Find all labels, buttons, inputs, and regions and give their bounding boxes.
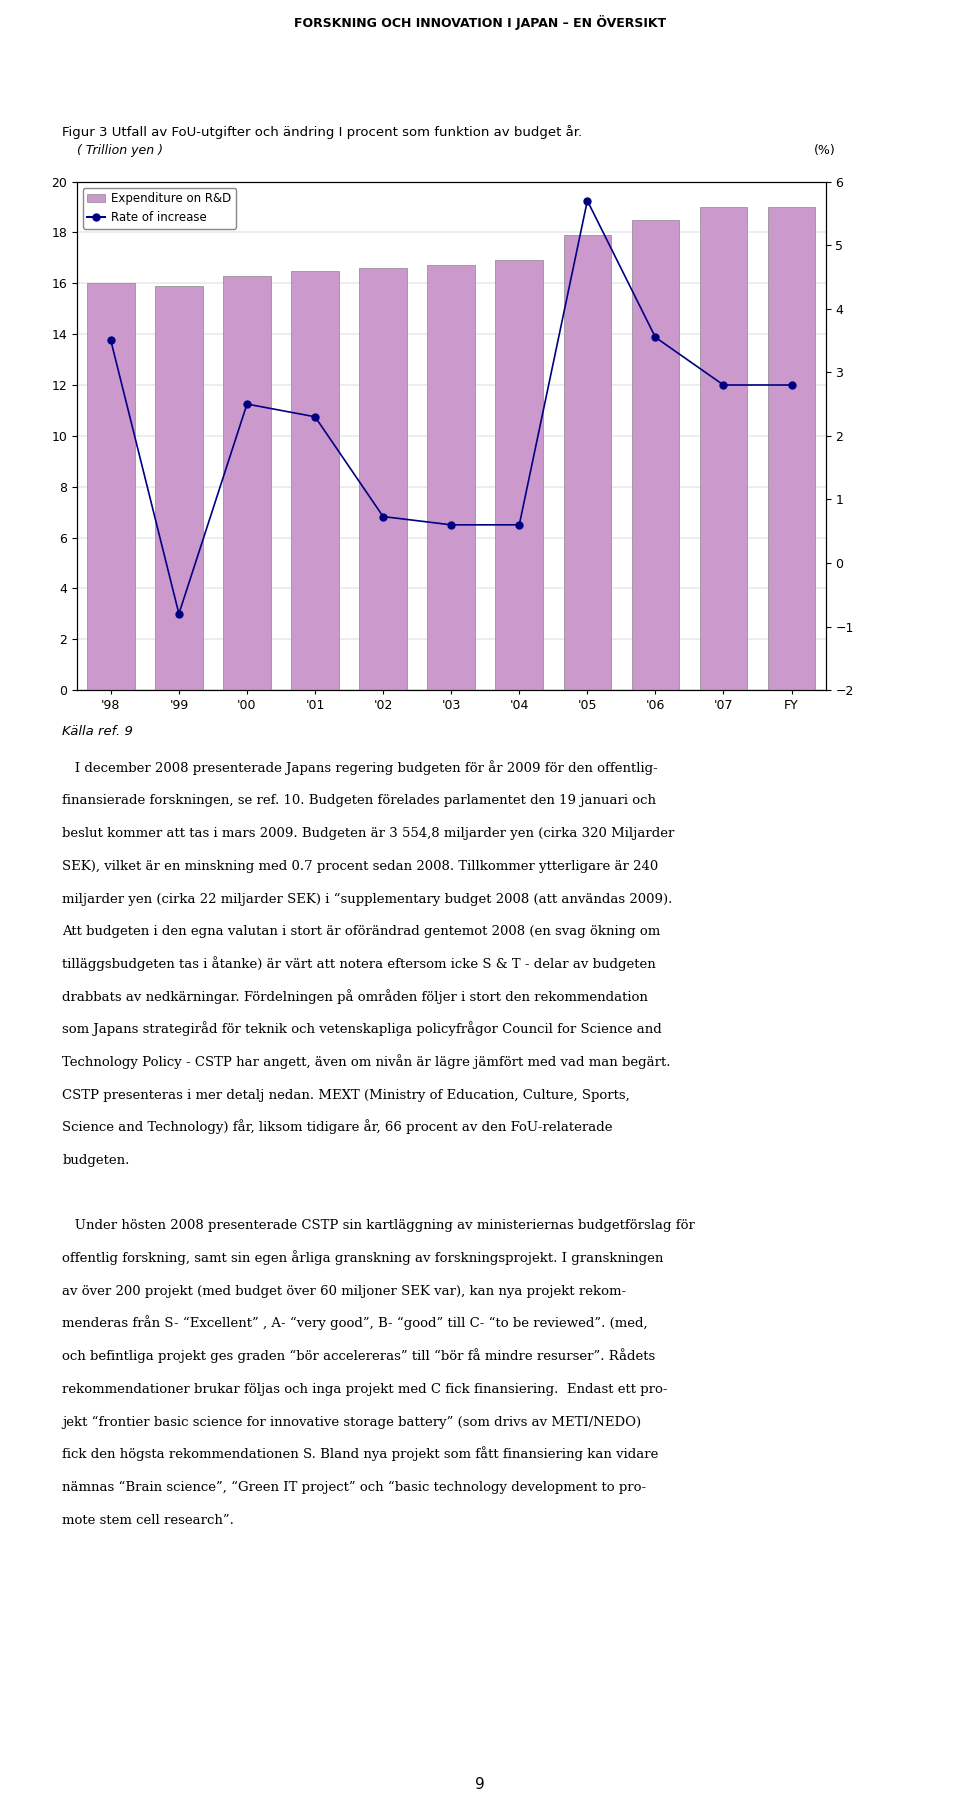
Bar <box>768 207 815 690</box>
Text: miljarder yen (cirka 22 miljarder SEK) i “supplementary budget 2008 (att använda: miljarder yen (cirka 22 miljarder SEK) i… <box>62 892 673 906</box>
Bar <box>564 234 612 690</box>
Text: Science and Technology) får, liksom tidigare år, 66 procent av den FoU-relaterad: Science and Technology) får, liksom tidi… <box>62 1119 612 1135</box>
Text: I december 2008 presenterade Japans regering budgeten för år 2009 för den offent: I december 2008 presenterade Japans rege… <box>62 759 659 775</box>
Legend: Expenditure on R&D, Rate of increase: Expenditure on R&D, Rate of increase <box>83 187 236 229</box>
Text: Källa ref. 9: Källa ref. 9 <box>62 725 133 739</box>
Text: (%): (%) <box>813 143 835 158</box>
Bar <box>632 220 680 690</box>
Text: 9: 9 <box>475 1776 485 1792</box>
Text: beslut kommer att tas i mars 2009. Budgeten är 3 554,8 miljarder yen (cirka 320 : beslut kommer att tas i mars 2009. Budge… <box>62 826 675 841</box>
Bar <box>87 283 134 690</box>
Text: Under hösten 2008 presenterade CSTP sin kartläggning av ministeriernas budgetför: Under hösten 2008 presenterade CSTP sin … <box>62 1219 695 1233</box>
Text: budgeten.: budgeten. <box>62 1153 130 1168</box>
Text: SEK), vilket är en minskning med 0.7 procent sedan 2008. Tillkommer ytterligare : SEK), vilket är en minskning med 0.7 pro… <box>62 859 659 873</box>
Bar <box>359 269 407 690</box>
Bar <box>156 285 203 690</box>
Text: Att budgeten i den egna valutan i stort är oförändrad gentemot 2008 (en svag ökn: Att budgeten i den egna valutan i stort … <box>62 924 660 939</box>
Text: offentlig forskning, samt sin egen årliga granskning av forskningsprojekt. I gra: offentlig forskning, samt sin egen årlig… <box>62 1249 663 1266</box>
Text: mote stem cell research”.: mote stem cell research”. <box>62 1513 234 1527</box>
Text: drabbats av nedkärningar. Fördelningen på områden följer i stort den rekommendat: drabbats av nedkärningar. Fördelningen p… <box>62 988 648 1004</box>
Text: Figur 3 Utfall av FoU-utgifter och ändring I procent som funktion av budget år.: Figur 3 Utfall av FoU-utgifter och ändri… <box>62 125 583 140</box>
Text: jekt “frontier basic science for innovative storage battery” (som drivs av METI/: jekt “frontier basic science for innovat… <box>62 1415 641 1429</box>
Bar <box>495 260 543 690</box>
Text: CSTP presenteras i mer detalj nedan. MEXT (Ministry of Education, Culture, Sport: CSTP presenteras i mer detalj nedan. MEX… <box>62 1088 630 1102</box>
Bar <box>700 207 747 690</box>
Text: som Japans strategiråd för teknik och vetenskapliga policyfrågor Council for Sci: som Japans strategiråd för teknik och ve… <box>62 1021 662 1037</box>
Text: fick den högsta rekommendationen S. Bland nya projekt som fått finansiering kan : fick den högsta rekommendationen S. Blan… <box>62 1446 659 1462</box>
Bar <box>223 276 271 690</box>
Text: ( Trillion yen ): ( Trillion yen ) <box>77 143 163 158</box>
Text: menderas från S- “Excellent” , A- “very good”, B- “good” till C- “to be reviewed: menderas från S- “Excellent” , A- “very … <box>62 1315 648 1331</box>
Text: finansierade forskningen, se ref. 10. Budgeten förelades parlamentet den 19 janu: finansierade forskningen, se ref. 10. Bu… <box>62 794 657 808</box>
Text: rekommendationer brukar följas och inga projekt med C fick finansiering.  Endast: rekommendationer brukar följas och inga … <box>62 1382 668 1397</box>
Bar <box>291 271 339 690</box>
Text: nämnas “Brain science”, “Green IT project” och “basic technology development to : nämnas “Brain science”, “Green IT projec… <box>62 1480 646 1495</box>
Text: Technology Policy - CSTP har angett, även om nivån är lägre jämfört med vad man : Technology Policy - CSTP har angett, äve… <box>62 1053 671 1070</box>
Bar <box>427 265 475 690</box>
Text: och befintliga projekt ges graden “bör accelereras” till “bör få mindre resurser: och befintliga projekt ges graden “bör a… <box>62 1347 656 1364</box>
Text: tilläggsbudgeten tas i åtanke) är värt att notera eftersom icke S & T - delar av: tilläggsbudgeten tas i åtanke) är värt a… <box>62 955 656 972</box>
Text: FORSKNING OCH INNOVATION I JAPAN – EN ÖVERSIKT: FORSKNING OCH INNOVATION I JAPAN – EN ÖV… <box>294 15 666 31</box>
Text: av över 200 projekt (med budget över 60 miljoner SEK var), kan nya projekt rekom: av över 200 projekt (med budget över 60 … <box>62 1284 627 1298</box>
